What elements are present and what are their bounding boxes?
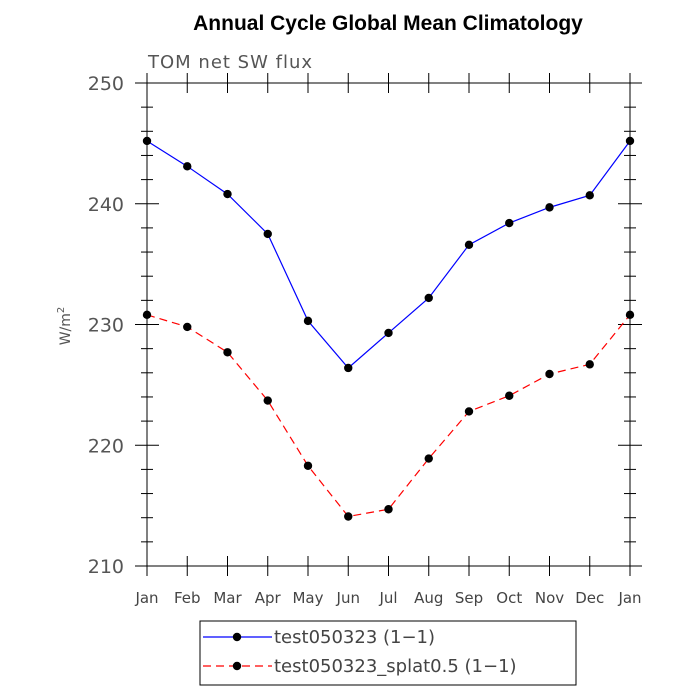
series-line: [146, 314, 631, 518]
axis-ticks: [135, 73, 642, 576]
data-point: [585, 191, 594, 200]
series-layer: [142, 136, 635, 521]
x-tick-label: Nov: [535, 589, 564, 607]
x-tick-label: Aug: [414, 589, 443, 607]
x-tick-label: Jul: [378, 589, 397, 607]
data-point: [424, 293, 433, 303]
x-tick-label: Dec: [575, 589, 604, 607]
data-point: [303, 461, 313, 470]
legend: test050323 (1−1) test050323_splat0.5 (1−1…: [199, 620, 577, 686]
y-tick-label: 240: [88, 194, 124, 216]
legend-marker: [232, 661, 242, 671]
plot-frame: [146, 82, 631, 567]
y-axis-label-superscript: 2: [56, 307, 67, 313]
y-tick-label: 220: [88, 435, 124, 457]
data-point: [263, 229, 272, 239]
legend-label: test050323_splat0.5 (1−1): [274, 656, 517, 677]
x-tick-label: Feb: [174, 589, 201, 607]
x-tick-labels: Jan Feb Mar Apr May Jun Jul Aug Sep Oct Nov Dec Jan: [134, 589, 641, 607]
data-point: [545, 203, 554, 212]
data-point: [505, 218, 514, 228]
x-tick-label: May: [292, 589, 323, 607]
data-point: [344, 363, 353, 373]
legend-box: [199, 620, 577, 686]
data-point: [142, 310, 152, 320]
y-tick-label: 230: [88, 315, 124, 337]
y-axis-label: W/m2: [56, 307, 74, 346]
data-point: [545, 369, 554, 379]
data-point: [384, 505, 393, 514]
data-point: [344, 512, 353, 521]
data-point: [585, 360, 594, 369]
x-tick-label: Apr: [255, 589, 282, 607]
series-1: [142, 136, 635, 373]
x-tick-label: Jan: [134, 589, 158, 607]
data-point: [223, 348, 232, 357]
data-point: [183, 162, 192, 171]
legend-entries: test050323 (1−1) test050323_splat0.5 (1−1…: [203, 627, 517, 677]
data-point: [625, 136, 635, 146]
y-tick-labels: 210 220 230 240 250: [88, 73, 124, 578]
x-tick-label: Mar: [213, 589, 242, 607]
data-point: [505, 391, 514, 400]
x-tick-label: Jun: [336, 589, 360, 607]
data-point: [424, 454, 433, 463]
data-point: [464, 240, 474, 250]
data-point: [183, 322, 192, 332]
data-point: [263, 396, 272, 405]
data-point: [384, 328, 393, 338]
data-point: [464, 407, 474, 416]
data-point: [303, 316, 313, 326]
series-2: [142, 310, 635, 521]
data-point: [142, 136, 152, 146]
data-point: [625, 310, 635, 320]
legend-marker: [232, 632, 242, 642]
x-tick-label: Oct: [496, 589, 522, 607]
y-tick-label: 210: [88, 556, 124, 578]
data-point: [223, 189, 232, 199]
chart-title: Annual Cycle Global Mean Climatology: [193, 12, 583, 35]
x-tick-label: Sep: [455, 589, 483, 607]
y-axis-label-text: W/m: [58, 313, 74, 345]
chart-subtitle: TOM net SW flux: [147, 52, 313, 73]
x-tick-label: Jan: [617, 589, 641, 607]
y-tick-label: 250: [88, 73, 124, 95]
legend-label: test050323 (1−1): [274, 627, 435, 648]
